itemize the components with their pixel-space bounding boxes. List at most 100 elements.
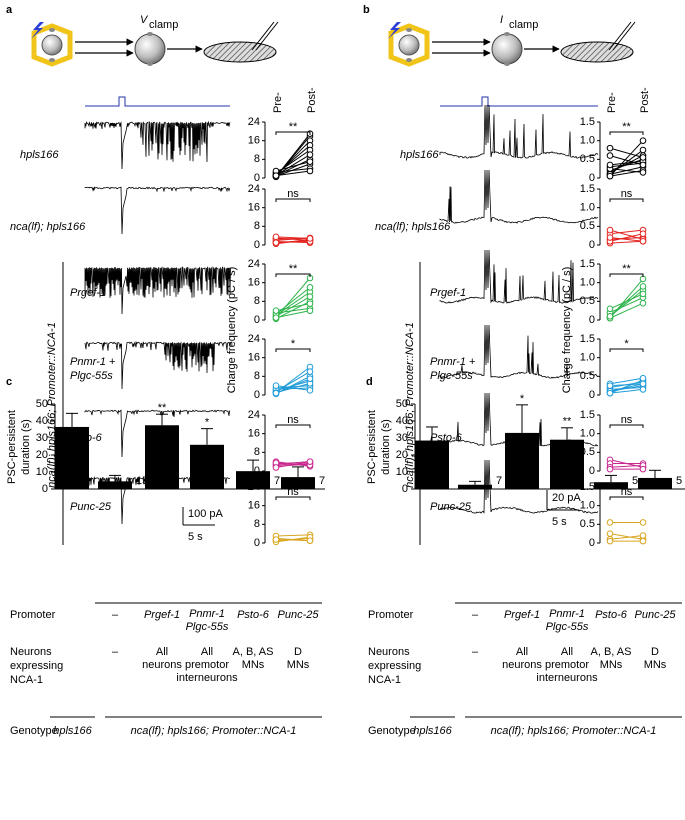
neuron-label: neurons [502, 659, 542, 671]
y-tick-label: 1.0 [580, 202, 595, 214]
significance-bracket [609, 496, 644, 500]
y-axis-label: duration (s) [380, 419, 392, 475]
pair-point [606, 312, 614, 320]
pair-category: Post- [306, 87, 318, 113]
significance: * [291, 338, 296, 350]
significance: ns [287, 414, 299, 426]
y-tick-label: 16 [248, 500, 260, 512]
significance: ** [563, 416, 572, 428]
n-label: 13 [561, 474, 573, 486]
neuron-label: D [294, 646, 302, 658]
y-tick-label: 0 [589, 465, 595, 477]
significance-bracket [275, 496, 311, 500]
y-tick-label: 30 [36, 432, 48, 444]
pair-point [306, 368, 314, 375]
genotype-label: nca(lf); hpls166; Promoter::NCA-1 [131, 725, 297, 737]
scale-label: 100 pA [188, 508, 224, 520]
pair-line [275, 158, 311, 177]
y-tick-label: 0.5 [580, 153, 595, 165]
pair-line [609, 233, 644, 242]
neuron-label: All [156, 646, 168, 658]
pair-point [306, 151, 314, 158]
promoter-label: Psto-6 [595, 609, 628, 621]
y-tick-label: 24 [248, 409, 260, 421]
neuron-label: All [516, 646, 528, 658]
y-axis-label: Charge frequency (pC / s) [226, 267, 238, 394]
pair-line [275, 236, 311, 239]
significance: ** [622, 121, 631, 133]
significance: * [205, 417, 210, 429]
pair-point [306, 284, 314, 291]
scale-label: 5 s [188, 531, 203, 543]
pair-point [639, 137, 647, 144]
pair-line [609, 379, 644, 394]
significance: ** [622, 263, 631, 275]
y-tick-label: 0 [589, 389, 595, 401]
pair-point [272, 307, 280, 314]
pair-line [609, 155, 644, 166]
group-label: nca(lf); hpls166; Promoter::NCA-1 [404, 322, 416, 488]
significance: * [624, 338, 629, 350]
y-tick-label: 0.5 [580, 518, 595, 530]
pair-line [609, 377, 644, 385]
neuron-label: neurons [142, 659, 182, 671]
promoter-label: Plgc-55s [186, 621, 229, 633]
trace [439, 459, 599, 514]
y-tick-label: 50 [396, 398, 408, 410]
promoter-label: Punc-25 [278, 609, 320, 621]
pair-line [275, 462, 311, 466]
neuron-label: premotor [185, 659, 229, 671]
promoter-label: Psto-6 [237, 609, 270, 621]
y-tick-label: 10 [36, 466, 48, 478]
pair-line [275, 170, 311, 177]
neuron-label: – [112, 646, 119, 658]
pair-line [275, 296, 311, 317]
pair-point [306, 387, 314, 394]
panel-letter: a [6, 4, 13, 16]
significance: * [520, 393, 525, 405]
n-label: 6 [519, 474, 525, 486]
pair-point [606, 152, 614, 159]
pair-point [272, 389, 280, 397]
pair-line [275, 378, 311, 394]
panel-letter: d [366, 376, 373, 388]
row-name: Promoter [368, 609, 414, 621]
pair-line [609, 385, 644, 392]
neuron-label: – [472, 646, 479, 658]
row-name: Neurons [10, 646, 52, 658]
pair-point [606, 172, 614, 180]
pair-point [272, 382, 280, 389]
promoter-label: – [112, 609, 119, 621]
significance-bracket [275, 273, 311, 277]
pair-line [275, 291, 311, 316]
pair-point [639, 154, 647, 161]
pair-line [275, 300, 311, 320]
pair-line [275, 387, 311, 390]
pair-point [639, 146, 647, 154]
y-tick-label: 1.0 [580, 352, 595, 364]
row-label: Punc-25 [430, 501, 472, 513]
clamp-subscript: clamp [509, 19, 538, 31]
pair-point [306, 300, 314, 307]
bar [415, 440, 449, 489]
pair-point [639, 283, 647, 290]
y-tick-label: 0 [589, 239, 595, 251]
pair-line [275, 385, 311, 389]
n-label: 9 [159, 474, 165, 486]
y-tick-label: 40 [396, 415, 408, 427]
genotype-label: hpls166 [53, 725, 92, 737]
y-tick-label: 0.5 [580, 220, 595, 232]
pair-line [609, 286, 644, 317]
significance: ns [287, 188, 299, 200]
trace [84, 409, 231, 458]
y-tick-label: 0 [589, 314, 595, 326]
pair-point [606, 226, 614, 234]
clamp-symbol: I [500, 14, 503, 26]
y-tick-label: 0 [589, 172, 595, 184]
significance-bracket [609, 273, 644, 277]
pair-category: Pre- [606, 92, 618, 113]
pair-point [606, 305, 614, 313]
promoter-label: Prgef-1 [504, 609, 540, 621]
pair-point [306, 167, 314, 175]
y-tick-label: 1.5 [580, 116, 595, 128]
